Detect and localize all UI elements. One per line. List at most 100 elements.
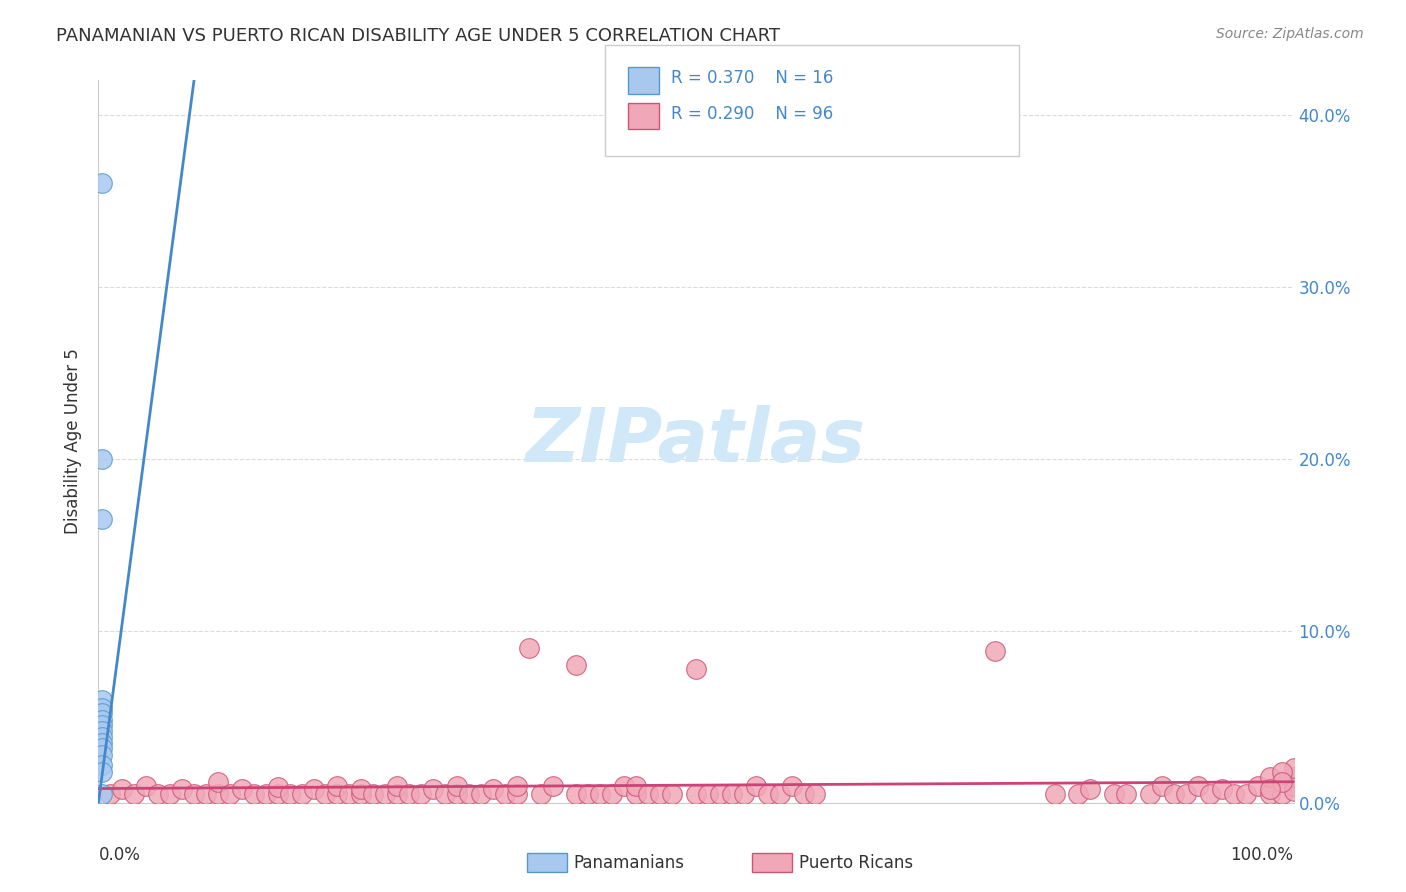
Point — [506, 787, 529, 801]
Point — [195, 787, 218, 801]
Point — [207, 787, 229, 801]
Point — [1271, 787, 1294, 801]
Point — [984, 644, 1007, 658]
Point — [1199, 787, 1222, 801]
Point — [326, 779, 349, 793]
Point — [411, 787, 433, 801]
Point — [745, 779, 768, 793]
Text: Panamanians: Panamanians — [574, 854, 685, 871]
Point — [91, 747, 114, 762]
Point — [91, 758, 114, 772]
Point — [637, 787, 659, 801]
Point — [91, 177, 114, 191]
Point — [350, 782, 373, 797]
Point — [506, 779, 529, 793]
Text: 100.0%: 100.0% — [1230, 847, 1294, 864]
Point — [733, 787, 755, 801]
Text: ZIPatlas: ZIPatlas — [526, 405, 866, 478]
Point — [1282, 761, 1305, 775]
Point — [446, 787, 468, 801]
Point — [1163, 787, 1185, 801]
Point — [231, 782, 253, 797]
Point — [1271, 775, 1294, 789]
Point — [91, 692, 114, 706]
Point — [481, 782, 505, 797]
Point — [91, 713, 114, 727]
Point — [1282, 784, 1305, 798]
Point — [697, 787, 720, 801]
Point — [1258, 787, 1281, 801]
Point — [1067, 787, 1090, 801]
Point — [446, 779, 468, 793]
Point — [1115, 787, 1137, 801]
Point — [148, 787, 170, 801]
Point — [219, 787, 242, 801]
Point — [1223, 787, 1246, 801]
Point — [721, 787, 744, 801]
Point — [278, 787, 301, 801]
Point — [804, 787, 827, 801]
Point — [243, 787, 266, 801]
Text: R = 0.370    N = 16: R = 0.370 N = 16 — [671, 69, 832, 87]
Point — [613, 779, 636, 793]
Point — [494, 787, 516, 801]
Point — [1258, 782, 1281, 797]
Point — [1247, 779, 1270, 793]
Point — [254, 787, 277, 801]
Point — [91, 735, 114, 749]
Y-axis label: Disability Age Under 5: Disability Age Under 5 — [65, 349, 83, 534]
Point — [685, 787, 707, 801]
Point — [1175, 787, 1198, 801]
Point — [385, 779, 409, 793]
Point — [91, 723, 114, 738]
Point — [172, 782, 194, 797]
Point — [709, 787, 731, 801]
Point — [124, 787, 146, 801]
Point — [91, 451, 114, 466]
Point — [374, 787, 396, 801]
Point — [1080, 782, 1102, 797]
Text: Source: ZipAtlas.com: Source: ZipAtlas.com — [1216, 27, 1364, 41]
Point — [302, 782, 325, 797]
Point — [793, 787, 815, 801]
Point — [267, 780, 290, 795]
Point — [780, 779, 803, 793]
Point — [1282, 779, 1305, 793]
Point — [91, 764, 114, 779]
Point — [1187, 779, 1209, 793]
Point — [363, 787, 385, 801]
Point — [1234, 787, 1257, 801]
Point — [1282, 770, 1305, 784]
Point — [350, 787, 373, 801]
Point — [315, 787, 337, 801]
Point — [91, 731, 114, 745]
Point — [339, 787, 361, 801]
Point — [1258, 770, 1281, 784]
Point — [326, 787, 349, 801]
Text: 0.0%: 0.0% — [98, 847, 141, 864]
Point — [267, 787, 290, 801]
Point — [756, 787, 779, 801]
Text: R = 0.290    N = 96: R = 0.290 N = 96 — [671, 105, 832, 123]
Point — [458, 787, 481, 801]
Point — [91, 740, 114, 755]
Point — [1104, 787, 1126, 801]
Point — [385, 787, 409, 801]
Point — [626, 779, 648, 793]
Point — [565, 658, 588, 673]
Point — [589, 787, 612, 801]
Point — [207, 775, 229, 789]
Point — [1152, 779, 1174, 793]
Point — [291, 787, 314, 801]
Point — [159, 787, 181, 801]
Point — [1211, 782, 1233, 797]
Point — [434, 787, 457, 801]
Point — [98, 787, 122, 801]
Point — [541, 779, 564, 793]
Point — [1139, 787, 1161, 801]
Point — [91, 706, 114, 721]
Point — [398, 787, 420, 801]
Point — [422, 782, 444, 797]
Point — [183, 787, 205, 801]
Point — [626, 787, 648, 801]
